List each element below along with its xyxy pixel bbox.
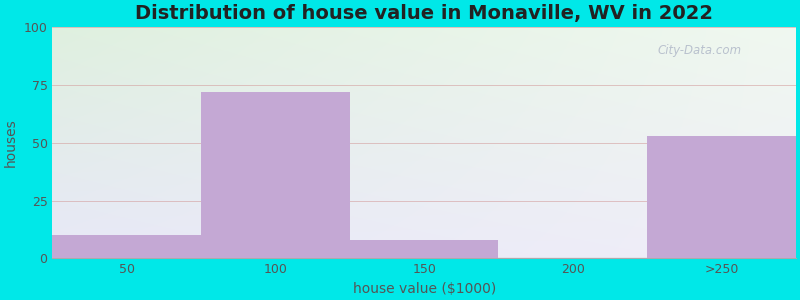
X-axis label: house value ($1000): house value ($1000) <box>353 282 496 296</box>
Title: Distribution of house value in Monaville, WV in 2022: Distribution of house value in Monaville… <box>135 4 713 23</box>
Bar <box>647 136 796 258</box>
Bar <box>350 240 498 258</box>
Bar <box>53 235 201 258</box>
Y-axis label: houses: houses <box>4 118 18 167</box>
Text: City-Data.com: City-Data.com <box>657 44 742 57</box>
Bar <box>201 92 350 258</box>
